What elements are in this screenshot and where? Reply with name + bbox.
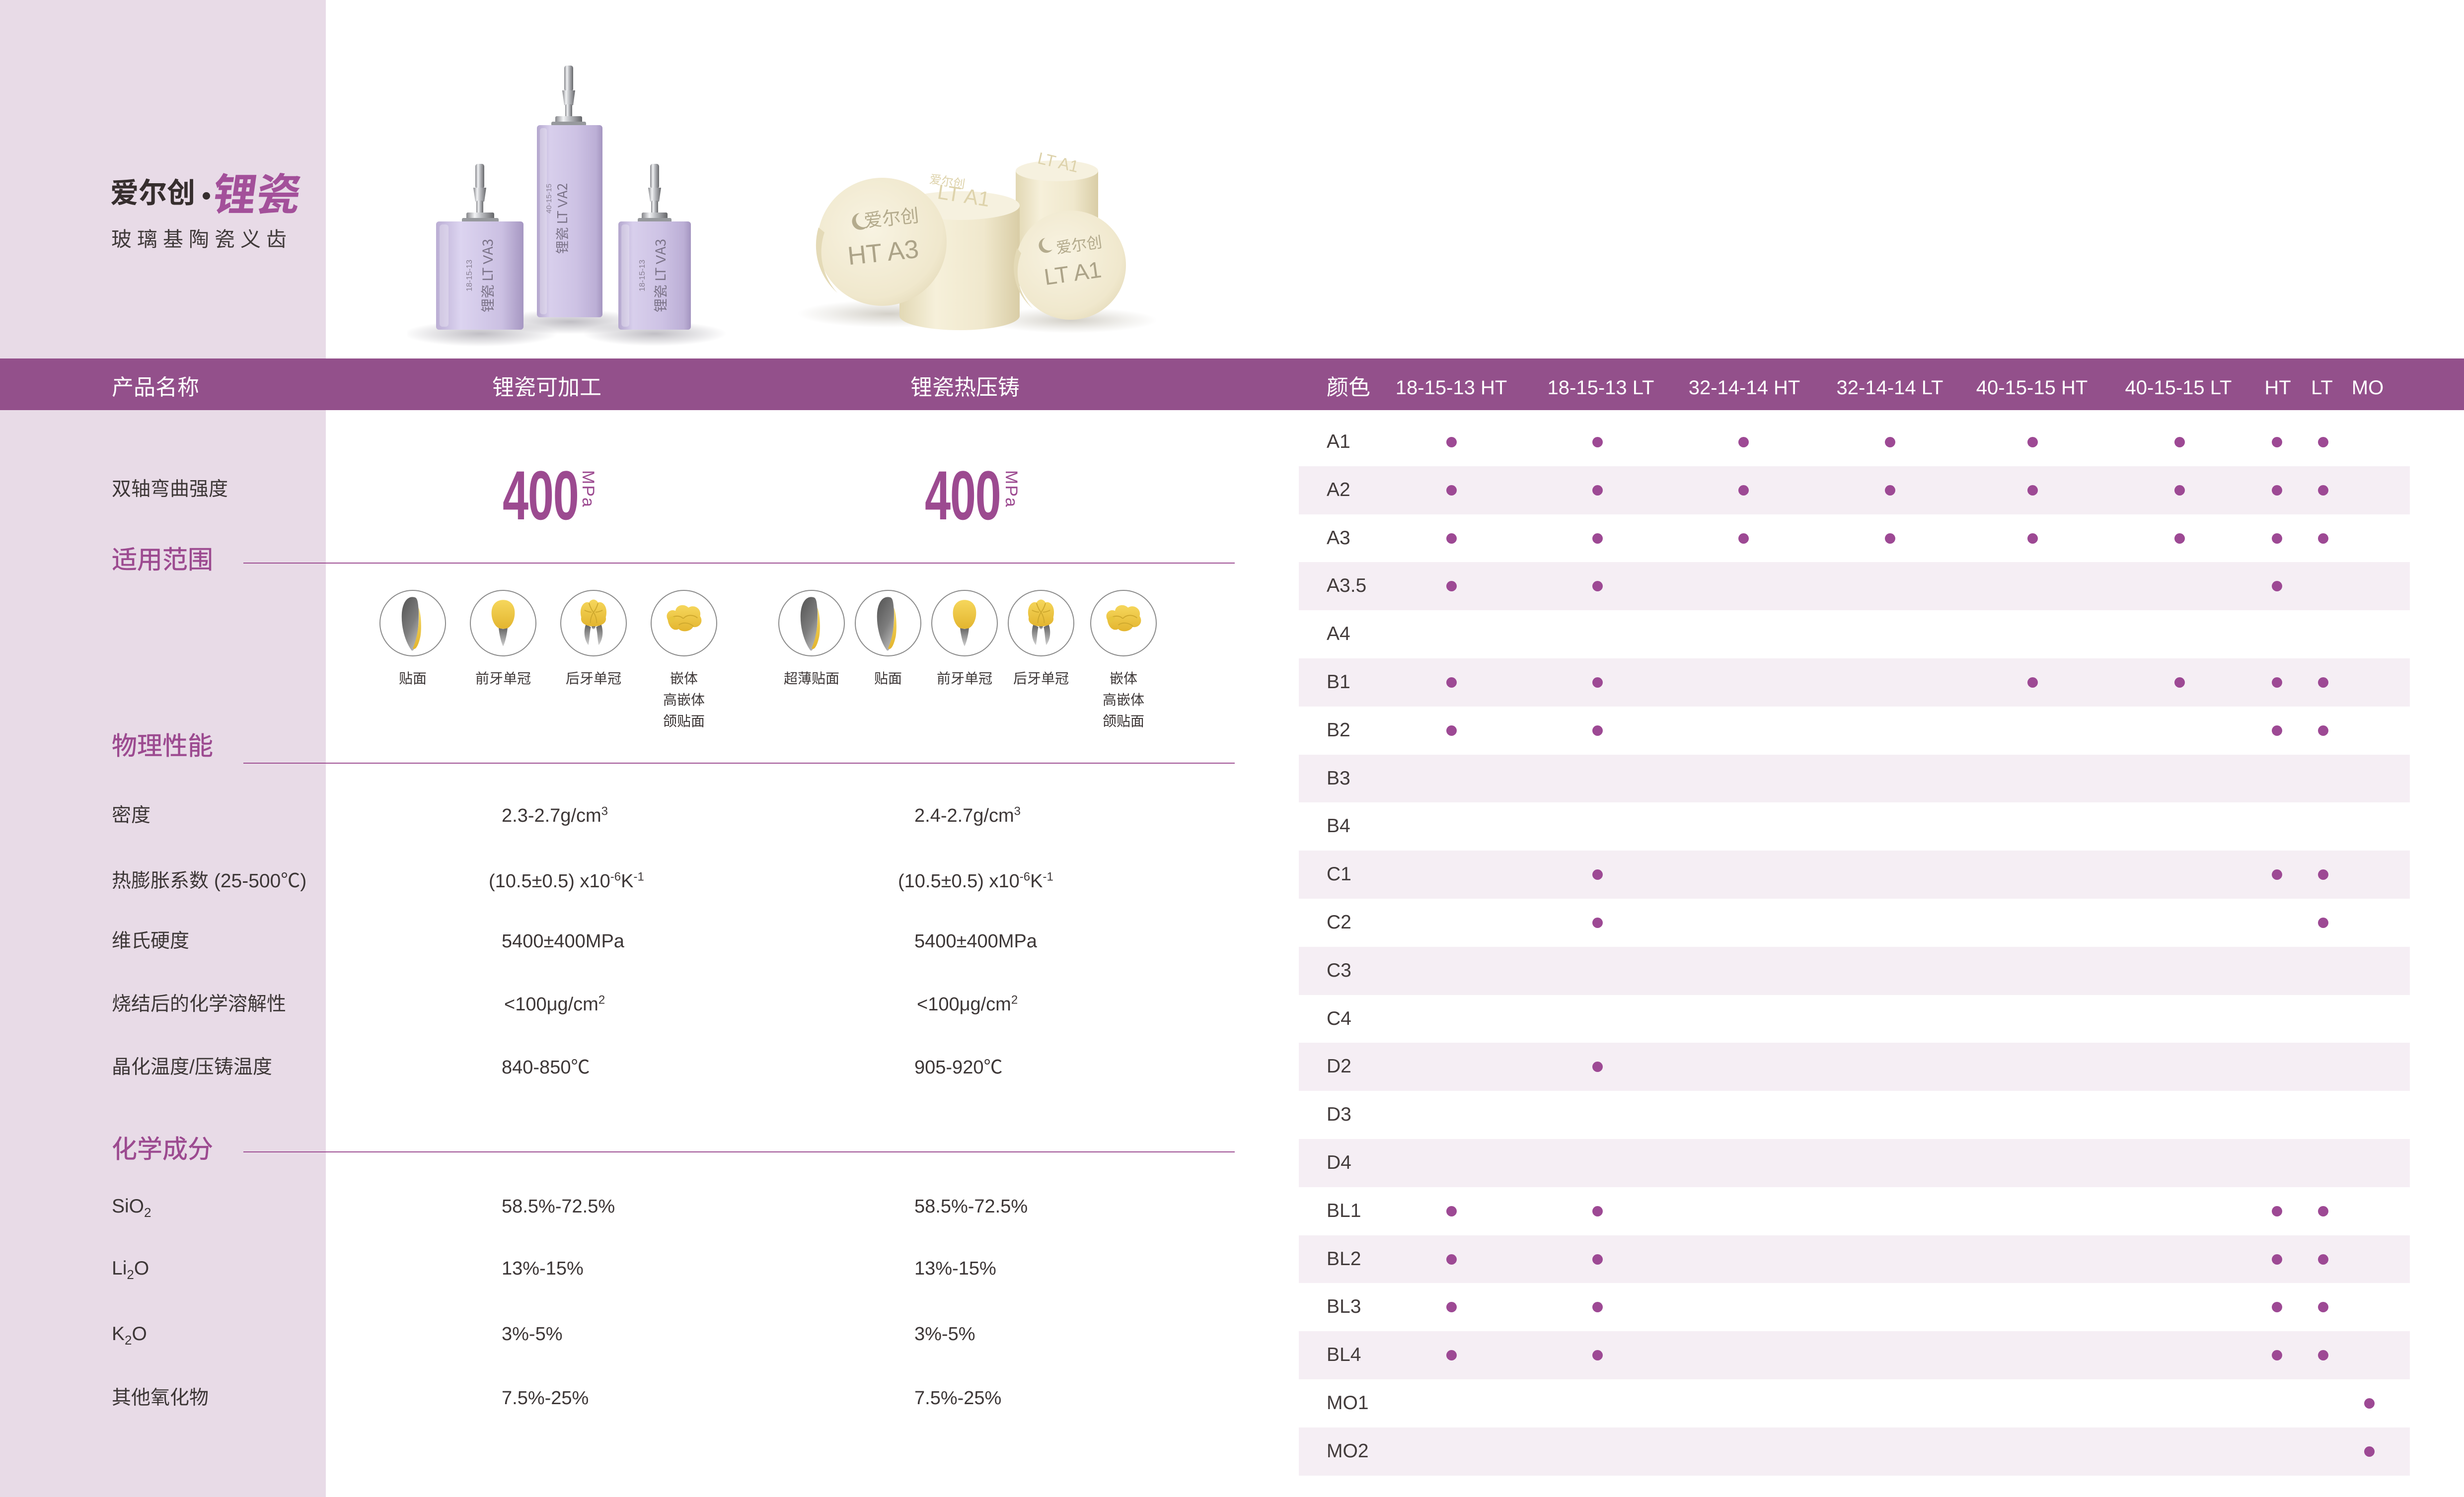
svg-text:爱尔创: 爱尔创 <box>928 169 967 192</box>
svg-text:锂瓷 LT VA3: 锂瓷 LT VA3 <box>477 239 497 312</box>
svg-text:爱尔创: 爱尔创 <box>862 200 920 232</box>
svg-text:锂瓷 LT VA2: 锂瓷 LT VA2 <box>552 183 571 254</box>
svg-text:锂瓷 LT VA3: 锂瓷 LT VA3 <box>650 239 670 312</box>
svg-text:18-15-13: 18-15-13 <box>465 260 474 291</box>
svg-text:40-15-15: 40-15-15 <box>545 184 553 214</box>
svg-text:18-15-13: 18-15-13 <box>638 260 647 291</box>
